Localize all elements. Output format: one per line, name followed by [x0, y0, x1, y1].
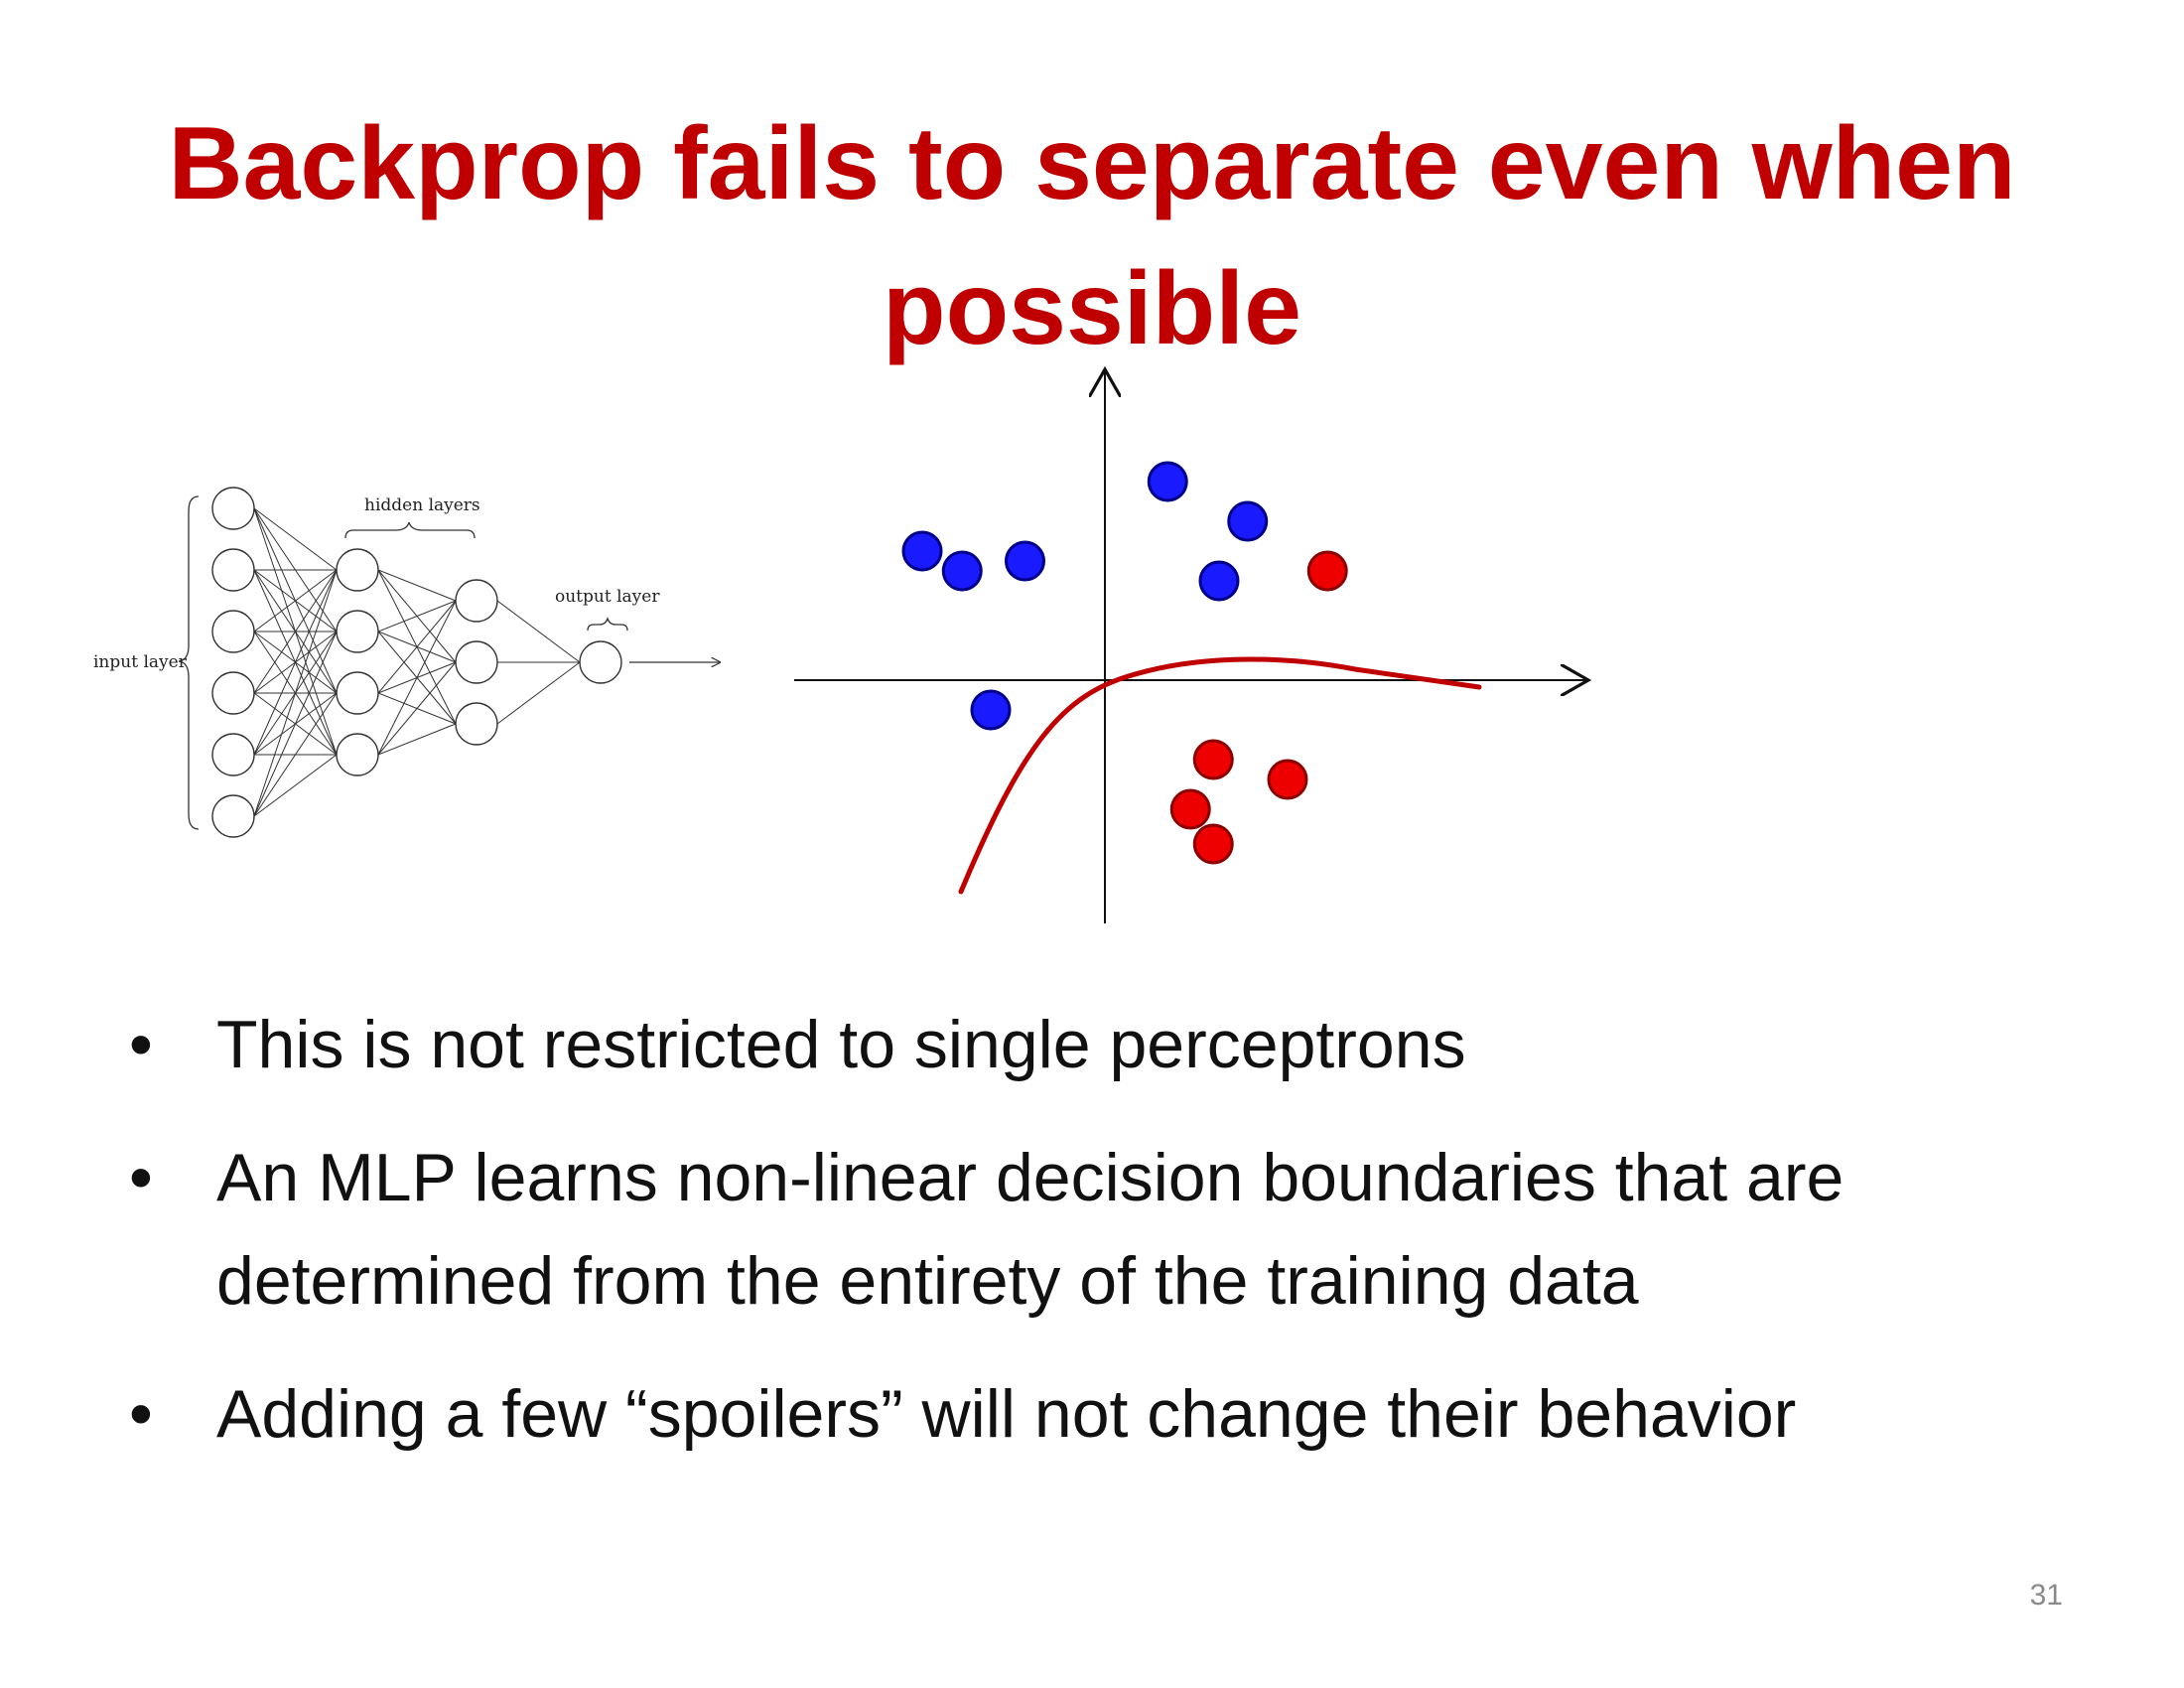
- network-connection: [253, 692, 338, 817]
- blue-point: [1005, 540, 1045, 582]
- neuron-node: [579, 640, 622, 684]
- neuron-node: [336, 548, 379, 592]
- network-connection: [377, 661, 457, 756]
- neuron-node: [336, 610, 379, 653]
- decision-boundary-curve: [958, 656, 1482, 895]
- network-connection: [377, 600, 457, 633]
- bullet-text: An MLP learns non-linear decision bounda…: [216, 1140, 1844, 1319]
- red-point: [1267, 759, 1308, 800]
- red-point: [1169, 788, 1211, 830]
- red-point: [1306, 550, 1348, 592]
- neuron-node: [211, 733, 255, 776]
- slide-title: Backprop fails to separate even when pos…: [0, 91, 2184, 381]
- network-connection: [253, 754, 338, 817]
- bullet-list: • This is not restricted to single perce…: [129, 993, 2105, 1495]
- red-class-points: [1169, 550, 1348, 865]
- network-connection: [377, 600, 457, 694]
- bullet-text: This is not restricted to single percept…: [216, 1007, 1466, 1082]
- neuron-node: [455, 702, 498, 746]
- output-layer-label: output layer: [555, 587, 660, 607]
- network-connection: [253, 569, 338, 694]
- hidden-layers-brace: [344, 521, 476, 539]
- bullet-item: • This is not restricted to single perce…: [129, 993, 2105, 1096]
- neuron-node: [455, 579, 498, 623]
- slide-title-line-2: possible: [883, 251, 1301, 366]
- hidden-layers-label: hidden layers: [364, 495, 480, 515]
- red-point: [1192, 823, 1234, 865]
- network-connection: [253, 507, 338, 571]
- input-layer-brace: [178, 495, 200, 830]
- neuron-node: [211, 487, 255, 530]
- bullet-item: • An MLP learns non-linear decision boun…: [129, 1126, 2105, 1333]
- decision-boundary-plot: [794, 357, 1618, 923]
- neuron-node: [211, 794, 255, 838]
- red-point: [1192, 739, 1234, 780]
- blue-point: [970, 689, 1012, 731]
- blue-point: [1227, 500, 1269, 542]
- network-connection: [253, 569, 338, 633]
- network-connections: [253, 507, 581, 817]
- network-connection: [253, 569, 338, 817]
- blue-point: [941, 550, 983, 592]
- neuron-node: [211, 671, 255, 715]
- network-connection: [496, 600, 581, 663]
- bullet-text: Adding a few “spoilers” will not change …: [216, 1376, 1797, 1452]
- network-connection: [377, 600, 457, 756]
- network-connection: [253, 569, 338, 756]
- input-layer-label: input layer: [93, 652, 188, 672]
- blue-point: [1147, 461, 1188, 502]
- bullet-marker: •: [129, 1140, 153, 1215]
- network-connection: [496, 661, 581, 725]
- bullet-marker: •: [129, 1376, 153, 1452]
- network-connection: [377, 569, 457, 602]
- neuron-node: [336, 733, 379, 776]
- slide-title-line-1: Backprop fails to separate even when: [168, 106, 2016, 221]
- network-connection: [377, 723, 457, 756]
- bullet-item: • Adding a few “spoilers” will not chang…: [129, 1362, 2105, 1466]
- neuron-node: [211, 548, 255, 592]
- neural-network-diagram: input layer hidden layers output layer: [93, 487, 735, 838]
- network-connection: [253, 631, 338, 817]
- network-neurons: [211, 487, 622, 838]
- blue-point: [1198, 560, 1240, 602]
- bullet-marker: •: [129, 1007, 153, 1082]
- blue-point: [901, 530, 943, 572]
- neuron-node: [336, 671, 379, 715]
- page-number: 31: [2029, 1579, 2063, 1612]
- blue-class-points: [901, 461, 1269, 731]
- neuron-node: [455, 640, 498, 684]
- output-layer-brace: [587, 616, 628, 632]
- neuron-node: [211, 610, 255, 653]
